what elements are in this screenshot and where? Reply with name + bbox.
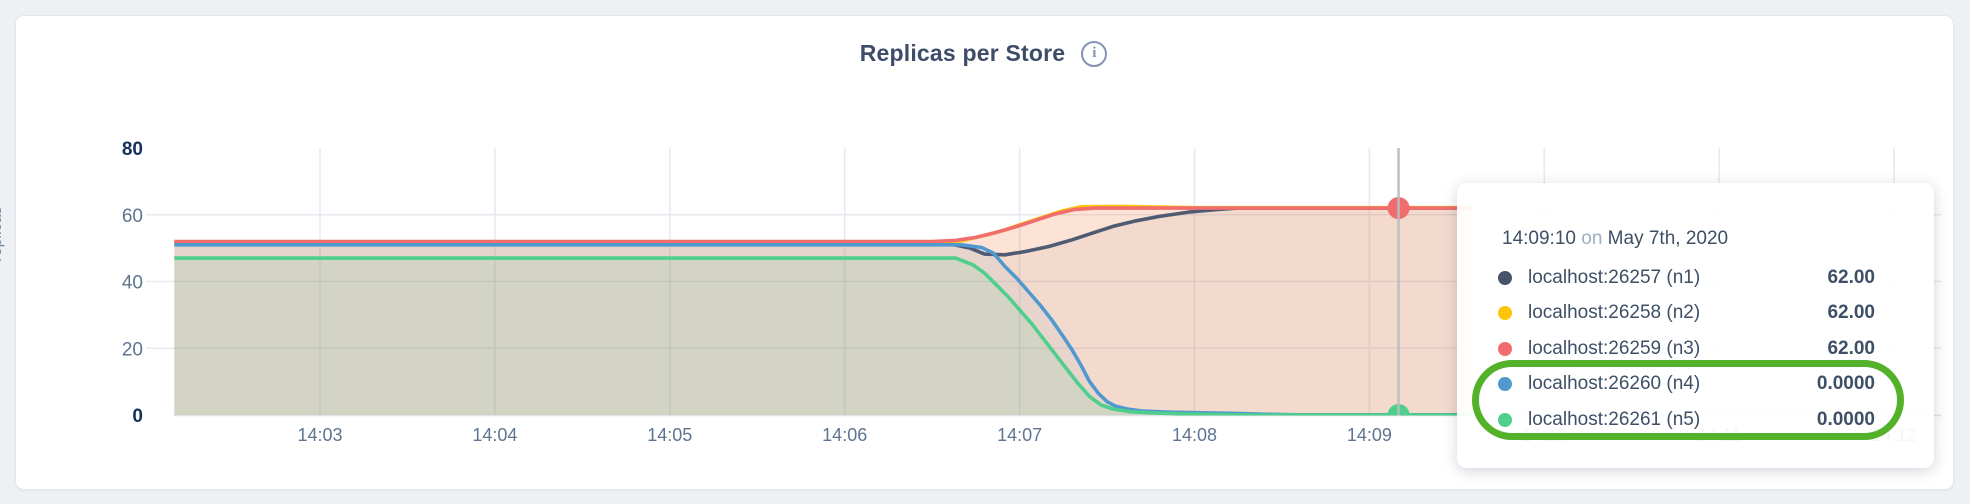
chart-header: Replicas per Store i [15,40,1952,67]
series-name: localhost:26259 (n3) [1528,337,1701,359]
x-tick-label: 14:08 [1172,425,1217,445]
x-tick-label: 14:07 [997,425,1042,445]
chart-title: Replicas per Store [859,40,1066,66]
plot-area [174,197,1472,416]
x-tick-label: 14:06 [822,425,867,445]
series-area-n4 [174,244,1472,415]
series-area-n5 [174,258,1472,415]
series-name: localhost:26261 (n5) [1528,408,1701,430]
series-dot-icon [1498,270,1512,285]
tooltip-series-list: localhost:26257 (n1) 62.00 localhost:26258… [1498,260,1875,438]
x-tick-label: 14:09 [1347,425,1392,445]
x-tick-label: 14:05 [647,425,692,445]
y-tick-label: 0 [132,406,143,427]
tooltip-row: localhost:26258 (n2) 62.00 [1498,296,1875,332]
tooltip-time: 14:09:10 [1502,228,1576,249]
series-value: 62.00 [1827,266,1875,288]
info-icon[interactable]: i [1081,40,1108,67]
tooltip-timestamp: 14:09:10 on May 7th, 2020 [1498,221,1875,256]
y-tick-label: 40 [122,273,143,294]
series-line-n1 [174,206,1472,257]
y-tick-label: 80 [122,139,143,160]
series-name: localhost:26258 (n2) [1528,302,1701,324]
tooltip-date-text: May 7th, 2020 [1607,228,1729,249]
x-tick-label: 14:04 [472,425,517,445]
y-tick-label: 20 [122,339,143,360]
series-line-n5 [174,256,1472,416]
tooltip-row: localhost:26257 (n1) 62.00 [1498,260,1875,296]
tooltip-row: localhost:26259 (n3) 62.00 [1498,331,1875,367]
series-value: 62.00 [1827,302,1875,324]
series-dot-icon [1498,306,1512,321]
x-tick-label: 14:03 [297,425,342,445]
series-value: 62.00 [1827,337,1875,359]
series-name: localhost:26257 (n1) [1528,266,1701,288]
series-line-n3 [174,206,1472,244]
tooltip-on: on [1581,228,1603,249]
hover-tooltip: 14:09:10 on May 7th, 2020 localhost:2625… [1457,183,1934,468]
series-name: localhost:26260 (n4) [1528,373,1701,395]
series-dot-icon [1498,341,1512,356]
y-tick-label: 60 [122,206,143,227]
annotation-circle [1472,360,1904,440]
